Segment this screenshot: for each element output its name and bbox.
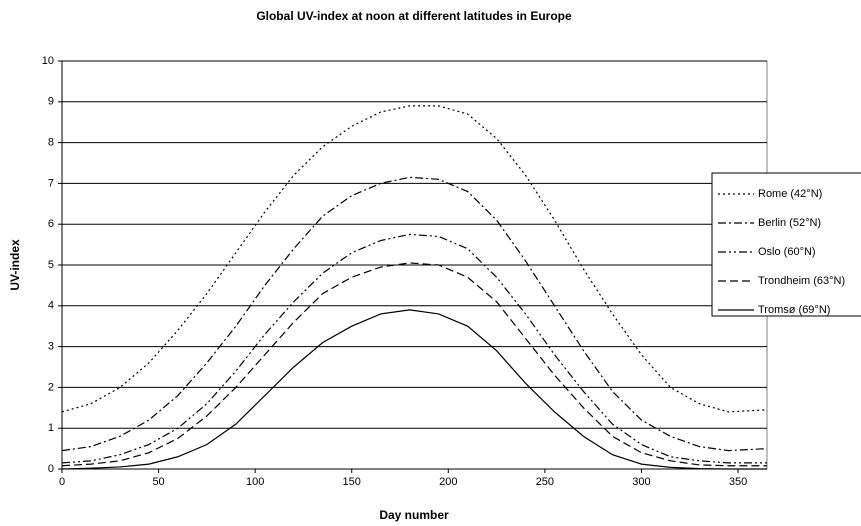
y-tick-label: 1	[48, 422, 54, 434]
chart-title: Global UV-index at noon at different lat…	[256, 9, 572, 23]
x-tick-label: 250	[536, 476, 554, 488]
x-tick-label: 100	[246, 476, 264, 488]
y-tick-label: 10	[42, 55, 54, 67]
x-tick-label: 200	[439, 476, 457, 488]
legend-box	[711, 172, 861, 317]
x-tick-label: 300	[632, 476, 650, 488]
x-tick-label: 50	[152, 476, 164, 488]
series-line	[61, 262, 767, 467]
y-tick-label: 5	[48, 259, 54, 271]
y-tick-label: 0	[48, 463, 54, 475]
y-tick-label: 3	[48, 341, 54, 353]
x-tick-label: 0	[59, 476, 65, 488]
series-line	[61, 233, 767, 464]
legend-label: Trondheim (63°N)	[758, 275, 845, 287]
y-tick-label: 4	[48, 300, 54, 312]
x-tick-label: 350	[729, 476, 747, 488]
y-tick-label: 9	[48, 96, 54, 108]
y-tick-label: 8	[48, 137, 54, 149]
x-axis-label: Day number	[379, 508, 449, 522]
y-tick-label: 7	[48, 177, 54, 189]
legend-label: Tromsø (69°N)	[758, 304, 830, 316]
y-tick-label: 2	[48, 381, 54, 393]
legend-label: Oslo (60°N)	[758, 246, 816, 258]
legend-label: Rome (42°N)	[758, 188, 822, 200]
series-line	[61, 176, 768, 452]
legend-label: Berlin (52°N)	[758, 217, 821, 229]
series-line	[61, 105, 768, 413]
y-axis-label: UV-index	[8, 239, 22, 291]
x-tick-label: 150	[343, 476, 361, 488]
series-line	[61, 309, 767, 470]
y-tick-label: 6	[48, 218, 54, 230]
